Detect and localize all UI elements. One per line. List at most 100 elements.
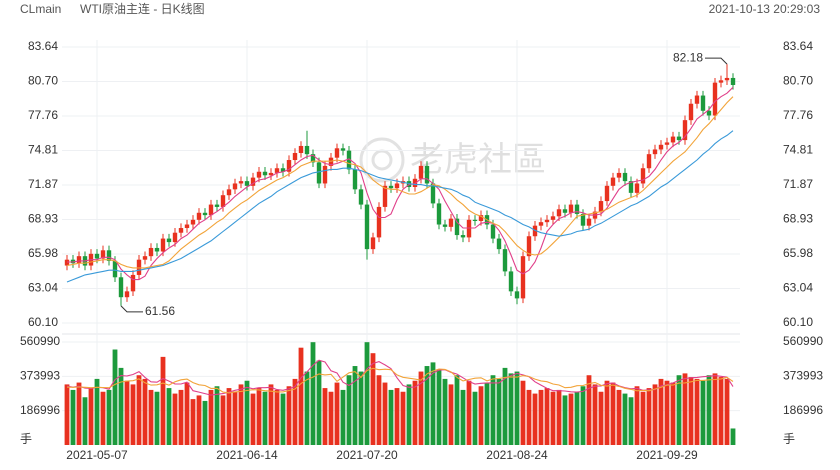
candle-body <box>580 213 586 226</box>
volume-bar <box>616 389 622 445</box>
candle-body <box>340 148 346 151</box>
volume-bar <box>400 391 406 445</box>
candle-body <box>388 185 394 189</box>
candle-body <box>382 185 388 207</box>
candle-body <box>118 277 124 298</box>
volume-bar <box>688 377 694 445</box>
volume-bar <box>82 397 88 445</box>
candle-body <box>550 216 556 220</box>
x-tick-label: 2021-05-07 <box>66 448 128 462</box>
candle-body <box>586 218 592 226</box>
candle-body <box>268 172 274 176</box>
volume-bar <box>706 375 712 445</box>
volume-bar <box>700 380 706 445</box>
volume-bar <box>424 366 430 445</box>
volume-bar <box>658 378 664 445</box>
candle-body <box>664 142 670 145</box>
candle-body <box>436 203 442 225</box>
volume-bar <box>502 367 508 445</box>
volume-bar <box>316 360 322 445</box>
candle-body <box>430 183 436 204</box>
y-tick-label-right: 80.70 <box>783 74 813 88</box>
volume-bar <box>220 395 226 445</box>
y-tick-label: 560990 <box>20 334 60 348</box>
volume-bar <box>478 386 484 445</box>
volume-bar <box>208 389 214 445</box>
candle-body <box>334 148 340 158</box>
candle-body <box>250 177 256 186</box>
candle-body <box>94 253 100 259</box>
volume-bar <box>628 397 634 445</box>
candle-body <box>394 183 400 189</box>
candle-body <box>610 177 616 186</box>
candle-body <box>442 224 448 227</box>
volume-bar <box>130 384 136 445</box>
y-tick-label: 83.64 <box>28 39 58 53</box>
volume-bar <box>280 393 286 445</box>
candle-body <box>700 95 706 111</box>
volume-bar <box>682 373 688 445</box>
candle-body <box>202 212 208 216</box>
x-tick-label: 2021-06-14 <box>216 448 278 462</box>
candle-body <box>376 206 382 238</box>
candle-body <box>568 204 574 213</box>
y-tick-label-right: 560990 <box>783 334 823 348</box>
volume-bar <box>466 380 472 445</box>
volume-bar <box>568 393 574 445</box>
candle-body <box>244 181 250 186</box>
volume-bar <box>112 349 118 445</box>
volume-bar <box>310 342 316 445</box>
candle-body <box>622 172 628 182</box>
y-tick-label: 63.04 <box>28 281 58 295</box>
candle-body <box>64 259 70 266</box>
volume-bar <box>328 391 334 445</box>
candle-body <box>598 201 604 212</box>
volume-bar <box>526 389 532 445</box>
candle-body <box>472 219 478 221</box>
candle-body <box>478 215 484 221</box>
candle-body <box>328 157 334 166</box>
y-tick-label-right: 65.98 <box>783 246 813 260</box>
volume-bar <box>412 380 418 445</box>
y-tick-label: 77.76 <box>28 108 58 122</box>
y-tick-label: 71.87 <box>28 177 58 191</box>
candle-body <box>424 165 430 184</box>
volume-bar <box>640 391 646 445</box>
candle-body <box>130 274 136 292</box>
y-tick-label-right: 68.93 <box>783 212 813 226</box>
y-tick-label-right: 186996 <box>783 403 823 417</box>
y-tick-label-right: 74.81 <box>783 143 813 157</box>
volume-bar <box>106 389 112 445</box>
volume-bar <box>148 389 154 445</box>
min-label: 61.56 <box>145 304 175 318</box>
candle-body <box>364 204 370 250</box>
candle-body <box>166 238 172 243</box>
candle-body <box>292 152 298 161</box>
candle-body <box>172 232 178 243</box>
volume-bar <box>196 395 202 445</box>
y-tick-label: 68.93 <box>28 212 58 226</box>
volume-bar <box>382 382 388 445</box>
volume-bar <box>304 371 310 445</box>
candle-body <box>346 150 352 170</box>
volume-bar <box>172 393 178 445</box>
volume-bar <box>226 388 232 445</box>
volume-bar <box>472 391 478 445</box>
volume-bar <box>286 386 292 445</box>
symbol: CLmain <box>20 2 61 16</box>
candle-body <box>724 77 730 81</box>
volume-bar <box>202 400 208 445</box>
candle-body <box>280 168 286 172</box>
volume-bar <box>670 382 676 445</box>
candle-body <box>358 189 364 205</box>
volume-bar <box>550 391 556 445</box>
y-tick-label-right: 71.87 <box>783 177 813 191</box>
volume-bar <box>490 375 496 445</box>
candle-body <box>556 209 562 217</box>
volume-bar <box>94 378 100 445</box>
candle-body <box>418 165 424 179</box>
volume-bar <box>352 366 358 445</box>
volume-bar <box>562 395 568 445</box>
y-tick-label: 373993 <box>20 369 60 383</box>
candle-body <box>460 235 466 238</box>
